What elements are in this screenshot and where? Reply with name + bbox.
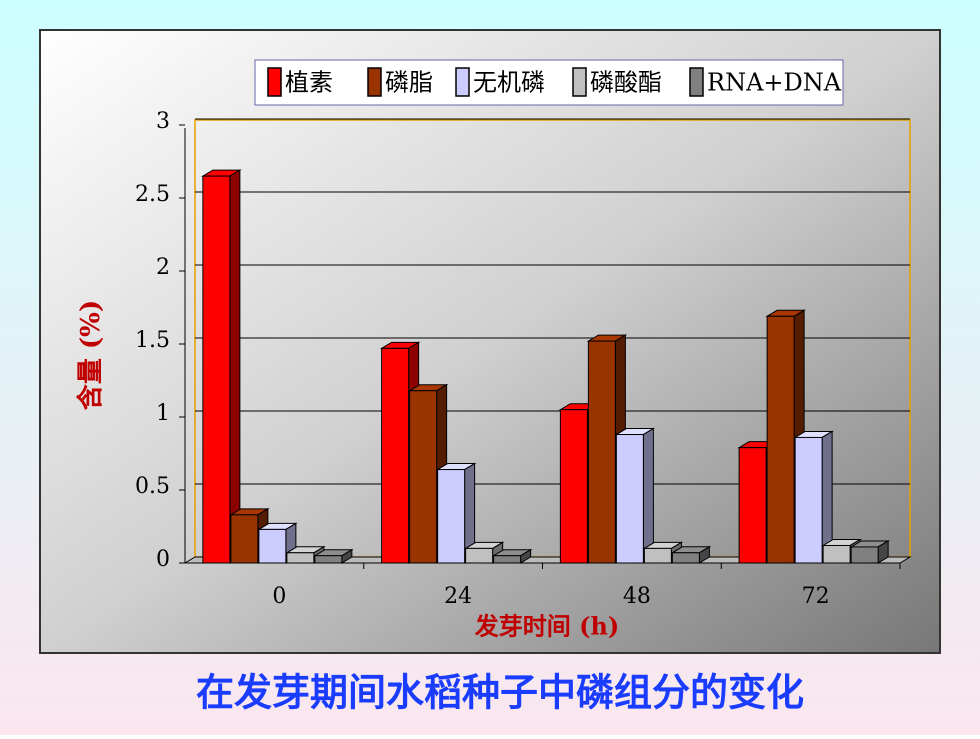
bar-front — [587, 340, 616, 564]
legend-swatch — [689, 67, 704, 97]
legend-swatch — [455, 67, 470, 97]
y-tick-label: 2 — [156, 255, 170, 280]
bar-front — [230, 514, 259, 564]
bar-front — [437, 469, 466, 564]
legend-label: RNA+DNA — [707, 69, 842, 97]
bar-front — [286, 552, 315, 564]
legend-swatch — [267, 67, 282, 97]
bar-front — [615, 434, 644, 564]
bar-front — [643, 547, 672, 564]
y-tick-label: 0.5 — [135, 474, 170, 499]
bar-side — [229, 169, 241, 564]
bar-front — [314, 555, 343, 564]
bar-side — [642, 427, 654, 564]
y-axis-label: 含量 (%) — [75, 300, 106, 410]
y-tick-label: 0 — [156, 547, 170, 572]
legend-label: 磷脂 — [385, 69, 433, 97]
y-tick-label: 3 — [156, 109, 170, 134]
x-tick-label: 0 — [272, 584, 286, 609]
legend-swatch — [572, 67, 587, 97]
x-tick-label: 72 — [802, 584, 830, 609]
bar-front — [822, 544, 851, 564]
y-tick-label: 1 — [156, 401, 170, 426]
bar-front — [850, 546, 879, 564]
bar-front — [202, 175, 231, 564]
bar — [670, 545, 712, 564]
bar — [313, 548, 354, 564]
caption: 在发芽期间水稻种子中磷组分的变化 — [196, 671, 804, 715]
legend — [254, 59, 844, 106]
bar-front — [493, 555, 522, 564]
bar — [435, 462, 477, 564]
bar-front — [465, 547, 494, 564]
legend-swatch — [367, 67, 382, 97]
bar — [793, 430, 834, 564]
x-tick-label: 48 — [623, 584, 651, 609]
y-tick-label: 2.5 — [135, 182, 170, 207]
x-tick-label: 24 — [444, 584, 472, 609]
bar-front — [738, 447, 767, 564]
bar — [491, 548, 533, 564]
bar — [849, 540, 890, 564]
legend-label: 植素 — [285, 69, 333, 97]
bar — [614, 427, 656, 564]
bar-front — [671, 552, 700, 564]
bar-front — [559, 409, 588, 564]
bar-front — [381, 347, 410, 564]
bar-front — [409, 390, 438, 564]
bar-front — [258, 528, 287, 564]
bar — [201, 169, 242, 564]
bar-front — [794, 436, 823, 564]
legend-label: 磷酸酯 — [590, 69, 662, 97]
bar-front — [766, 315, 795, 564]
y-tick-label: 1.5 — [135, 328, 170, 353]
legend-label: 无机磷 — [473, 69, 545, 97]
x-axis-label: 发芽时间 (h) — [474, 612, 620, 641]
bar — [407, 383, 449, 564]
bar — [229, 507, 270, 564]
